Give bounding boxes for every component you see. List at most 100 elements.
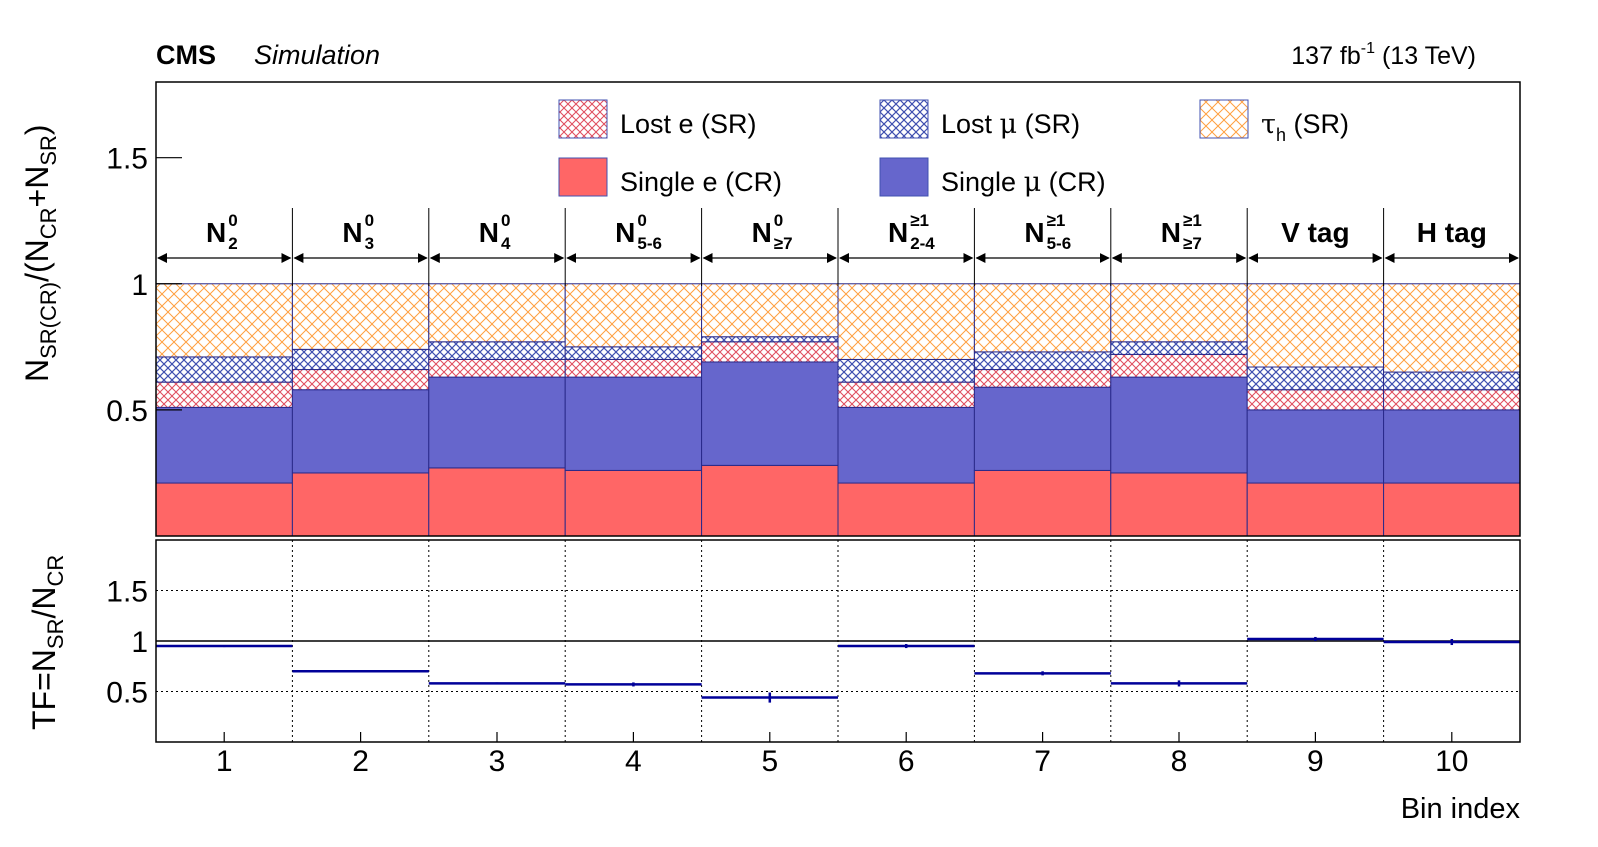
legend-lost-mu-post: (SR) <box>1017 109 1080 139</box>
bar-lost-e-bin-1 <box>155 381 293 408</box>
ytitle-sub-cr: CR <box>36 207 61 239</box>
top-ytick-label-3: 1.5 <box>106 143 148 176</box>
bar-tau-h-bin-6 <box>837 283 975 360</box>
bar-tau-h-bin-8 <box>1110 283 1248 343</box>
bar-lost-mu-bin-7 <box>973 351 1112 371</box>
tf-title-pre: TF=N <box>26 649 62 730</box>
xtick-label-6: 6 <box>898 745 915 778</box>
legend: Lost e (SR) Lost μ (SR) τh (SR) Single e… <box>558 99 1349 198</box>
bar-lost-mu-bin-5 <box>701 336 839 343</box>
segment-label-5: N <box>752 217 772 248</box>
segment-label-sup-3: 0 <box>501 211 510 230</box>
bar-single-e-bin-3 <box>428 467 566 537</box>
bar-single-mu-bin-8 <box>1110 376 1248 474</box>
bar-single-mu-bin-2 <box>291 389 430 474</box>
top-panel-frame <box>155 81 1521 537</box>
xtick-label-8: 8 <box>1171 745 1188 778</box>
xtick-label-10: 10 <box>1435 745 1468 778</box>
bar-lost-e-bin-10 <box>1383 389 1521 411</box>
segment-label-sub-7: 5-6 <box>1047 234 1072 253</box>
bar-lost-e-bin-6 <box>837 381 975 408</box>
bar-tau-h-bin-7 <box>973 283 1112 353</box>
segment-label-4: N <box>615 217 635 248</box>
luminosity-label: 137 fb-1 (13 TeV) <box>1291 40 1476 70</box>
top-ytick-label-1: 0.5 <box>106 395 148 428</box>
bar-tau-h-bin-3 <box>428 283 566 343</box>
segment-label-9: V tag <box>1281 217 1349 248</box>
tf-points <box>156 636 1520 703</box>
segment-label-8: N <box>1161 217 1181 248</box>
legend-tau-sub: h <box>1276 125 1286 145</box>
bar-single-e-bin-7 <box>973 469 1112 537</box>
lumi-suffix: (13 TeV) <box>1375 42 1476 70</box>
segment-label-sub-3: 4 <box>501 234 511 253</box>
bar-lost-e-bin-9 <box>1246 389 1385 411</box>
bar-lost-mu-bin-2 <box>291 348 430 371</box>
stack-bars <box>155 283 1521 537</box>
segment-label-3: N <box>479 217 499 248</box>
bar-single-e-bin-2 <box>291 472 430 537</box>
legend-label-lost-e: Lost e (SR) <box>620 109 757 139</box>
legend-tau-symbol: τ <box>1261 109 1276 140</box>
ytitle-mid1: /(N <box>19 239 55 282</box>
legend-label-lost-mu: Lost μ (SR) <box>941 109 1080 140</box>
segment-label-sub-5: ≥7 <box>774 234 793 253</box>
bottom-ytick-label-2: 1 <box>131 626 148 659</box>
tf-title-sub-sr: SR <box>43 619 68 650</box>
bar-single-mu-bin-9 <box>1246 409 1385 484</box>
ytitle-n: N <box>19 359 55 382</box>
bar-single-e-bin-9 <box>1246 482 1385 537</box>
legend-swatch-lost-mu <box>879 99 929 139</box>
bar-single-mu-bin-6 <box>837 406 975 484</box>
bar-lost-mu-bin-8 <box>1110 341 1248 355</box>
segment-label-sup-1: 0 <box>228 211 237 230</box>
bar-lost-mu-bin-10 <box>1383 371 1521 391</box>
xtick-label-5: 5 <box>761 745 778 778</box>
tf-title-sub-cr: CR <box>43 555 68 587</box>
tf-title-mid: /N <box>26 587 62 619</box>
bar-tau-h-bin-2 <box>291 283 430 350</box>
ytitle-sub-sr: SR <box>36 135 61 166</box>
bar-tau-h-bin-1 <box>155 283 293 358</box>
experiment-label: CMS <box>156 40 216 70</box>
bottom-grid <box>156 590 1520 692</box>
segment-label-7: N <box>1024 217 1044 248</box>
bar-single-e-bin-4 <box>564 469 703 537</box>
bar-lost-mu-bin-6 <box>837 358 975 383</box>
segment-label-sub-2: 3 <box>365 234 374 253</box>
ytitle-close: ) <box>19 124 55 135</box>
legend-label-single-mu: Single μ (CR) <box>941 167 1106 198</box>
segment-labels: N 02 N 03 N 04 N 05-6 N 0≥7 N ≥12-4 N ≥15-6 N ≥1≥7 V tag… <box>206 211 1487 253</box>
bar-single-mu-bin-5 <box>701 361 839 466</box>
segment-label-sup-8: ≥1 <box>1183 211 1202 230</box>
ytitle-sub-srcr: SR(CR) <box>36 282 61 359</box>
bar-lost-mu-bin-3 <box>428 341 566 360</box>
xtick-label-3: 3 <box>489 745 506 778</box>
segment-label-sub-8: ≥7 <box>1183 234 1202 253</box>
bar-lost-e-bin-8 <box>1110 353 1248 378</box>
xtick-label-1: 1 <box>216 745 233 778</box>
bar-single-e-bin-5 <box>701 464 839 537</box>
legend-single-mu-symbol: μ <box>1024 167 1042 198</box>
bar-single-e-bin-8 <box>1110 472 1248 537</box>
bar-tau-h-bin-10 <box>1383 283 1521 373</box>
bottom-panel-frame <box>155 539 1521 743</box>
legend-single-mu-pre: Single <box>941 167 1024 197</box>
bar-lost-e-bin-4 <box>564 358 703 378</box>
segment-label-6: N <box>888 217 908 248</box>
bottom-ytick-label-3: 1.5 <box>106 576 148 609</box>
bar-lost-e-bin-7 <box>973 369 1112 388</box>
top-y-axis: 0.5 1 1.5 <box>106 143 182 428</box>
segment-label-sup-6: ≥1 <box>910 211 929 230</box>
bar-lost-e-bin-2 <box>291 369 430 391</box>
bar-single-mu-bin-4 <box>564 376 703 471</box>
bar-single-mu-bin-10 <box>1383 409 1521 484</box>
bar-lost-mu-bin-4 <box>564 346 703 360</box>
segment-label-sup-4: 0 <box>637 211 646 230</box>
segment-label-sub-6: 2-4 <box>910 234 935 253</box>
bar-tau-h-bin-4 <box>564 283 703 348</box>
x-axis-title: Bin index <box>1401 793 1521 825</box>
bar-tau-h-bin-5 <box>701 283 839 338</box>
bar-single-mu-bin-3 <box>428 376 566 469</box>
